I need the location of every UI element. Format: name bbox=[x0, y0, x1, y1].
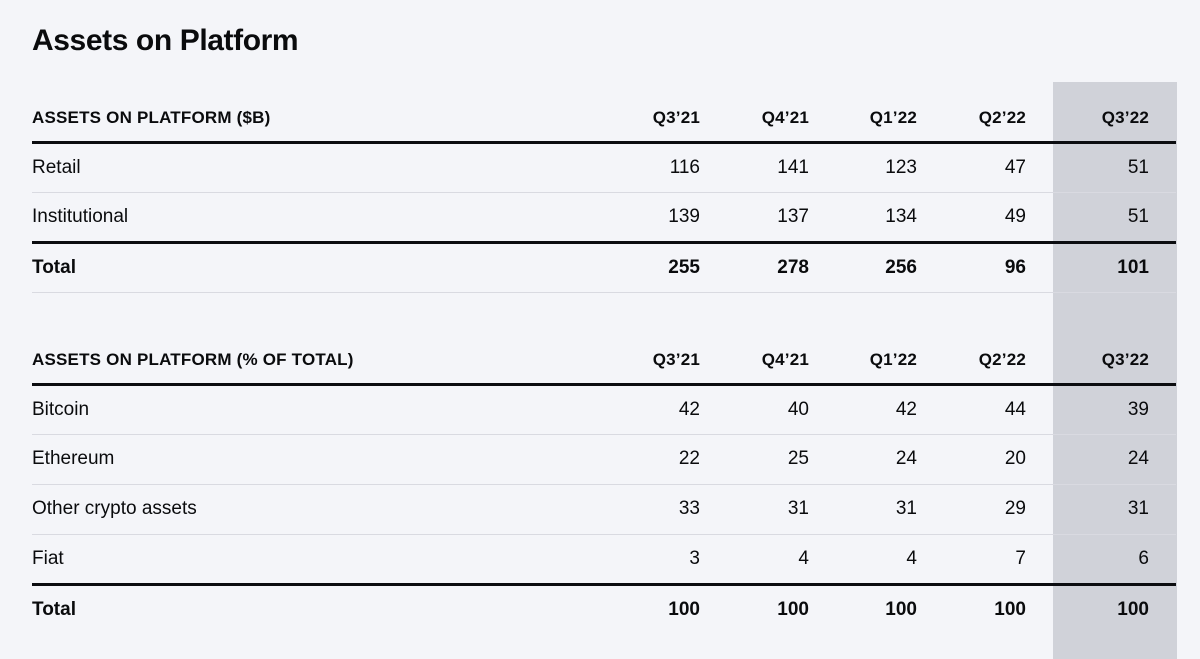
cell-value: 116 bbox=[591, 142, 700, 193]
row-label: Retail bbox=[32, 142, 591, 193]
cell-value-highlighted: 51 bbox=[1026, 142, 1176, 193]
row-label: Total bbox=[32, 598, 76, 620]
table-row-ethereum: Ethereum 22 25 24 20 24 bbox=[32, 434, 1176, 485]
row-label: Total bbox=[32, 242, 591, 293]
cell-value: 256 bbox=[809, 242, 917, 293]
cell-value: 25 bbox=[700, 434, 809, 485]
page-title: Assets on Platform bbox=[32, 24, 299, 57]
column-header-q3-22: Q3’22 bbox=[1026, 96, 1176, 144]
cell-value: 33 bbox=[591, 484, 700, 535]
cell-value: 20 bbox=[917, 434, 1026, 485]
cell-value: 100 bbox=[994, 598, 1026, 620]
table-row-bitcoin: Bitcoin 42 40 42 44 39 bbox=[32, 384, 1176, 435]
column-header-q3-21: Q3’21 bbox=[591, 338, 700, 386]
row-label: Other crypto assets bbox=[32, 484, 591, 535]
table-title: ASSETS ON PLATFORM ($B) bbox=[32, 96, 591, 144]
table-row-institutional: Institutional 139 137 134 49 51 bbox=[32, 192, 1176, 244]
table-header-row: ASSETS ON PLATFORM ($B) Q3’21 Q4’21 Q1’2… bbox=[32, 96, 1176, 144]
cell-value-highlighted: 100 bbox=[1117, 598, 1149, 620]
cell-value: 141 bbox=[700, 142, 809, 193]
row-label: Institutional bbox=[32, 192, 591, 244]
cell-value: 100 bbox=[885, 598, 917, 620]
cell-value-highlighted: 6 bbox=[1026, 534, 1176, 586]
cell-value: 7 bbox=[917, 534, 1026, 586]
cell-value-highlighted: 31 bbox=[1026, 484, 1176, 535]
cell-value: 137 bbox=[700, 192, 809, 244]
column-header-q1-22: Q1’22 bbox=[809, 96, 917, 144]
column-header-q2-22: Q2’22 bbox=[917, 338, 1026, 386]
cell-value: 44 bbox=[917, 384, 1026, 435]
cell-value: 96 bbox=[917, 242, 1026, 293]
cell-value: 24 bbox=[809, 434, 917, 485]
cell-value: 47 bbox=[917, 142, 1026, 193]
assets-on-platform-percent-table: ASSETS ON PLATFORM (% OF TOTAL) Q3’21 Q4… bbox=[32, 338, 1176, 634]
column-header-q2-22: Q2’22 bbox=[917, 96, 1026, 144]
cell-value-highlighted: 39 bbox=[1026, 384, 1176, 435]
cell-value: 139 bbox=[591, 192, 700, 244]
table-header-row: ASSETS ON PLATFORM (% OF TOTAL) Q3’21 Q4… bbox=[32, 338, 1176, 386]
cell-value: 42 bbox=[809, 384, 917, 435]
cell-value: 123 bbox=[809, 142, 917, 193]
cell-value-highlighted: 101 bbox=[1026, 242, 1176, 293]
table-row-retail: Retail 116 141 123 47 51 bbox=[32, 142, 1176, 193]
cell-value: 255 bbox=[591, 242, 700, 293]
column-header-q4-21: Q4’21 bbox=[700, 338, 809, 386]
cell-value: 31 bbox=[700, 484, 809, 535]
assets-on-platform-dollars-table: ASSETS ON PLATFORM ($B) Q3’21 Q4’21 Q1’2… bbox=[32, 96, 1176, 293]
cell-value: 4 bbox=[809, 534, 917, 586]
table-row-total: Total 255 278 256 96 101 bbox=[32, 242, 1176, 293]
row-label: Fiat bbox=[32, 534, 591, 586]
table-row-total: Total 100 100 100 100 100 bbox=[32, 584, 1176, 634]
cell-value: 22 bbox=[591, 434, 700, 485]
row-label: Bitcoin bbox=[32, 384, 591, 435]
cell-value: 100 bbox=[668, 598, 700, 620]
column-header-q3-22: Q3’22 bbox=[1026, 338, 1176, 386]
column-header-q4-21: Q4’21 bbox=[700, 96, 809, 144]
column-header-q1-22: Q1’22 bbox=[809, 338, 917, 386]
cell-value: 42 bbox=[591, 384, 700, 435]
cell-value: 278 bbox=[700, 242, 809, 293]
cell-value: 4 bbox=[700, 534, 809, 586]
table-row-fiat: Fiat 3 4 4 7 6 bbox=[32, 534, 1176, 586]
cell-value-highlighted: 24 bbox=[1026, 434, 1176, 485]
cell-value: 31 bbox=[809, 484, 917, 535]
cell-value-highlighted: 51 bbox=[1026, 192, 1176, 244]
cell-value: 100 bbox=[777, 598, 809, 620]
table-title: ASSETS ON PLATFORM (% OF TOTAL) bbox=[32, 338, 591, 386]
cell-value: 134 bbox=[809, 192, 917, 244]
cell-value: 29 bbox=[917, 484, 1026, 535]
cell-value: 3 bbox=[591, 534, 700, 586]
cell-value: 49 bbox=[917, 192, 1026, 244]
column-header-q3-21: Q3’21 bbox=[591, 96, 700, 144]
table-row-other-crypto-assets: Other crypto assets 33 31 31 29 31 bbox=[32, 484, 1176, 535]
row-label: Ethereum bbox=[32, 434, 591, 485]
cell-value: 40 bbox=[700, 384, 809, 435]
